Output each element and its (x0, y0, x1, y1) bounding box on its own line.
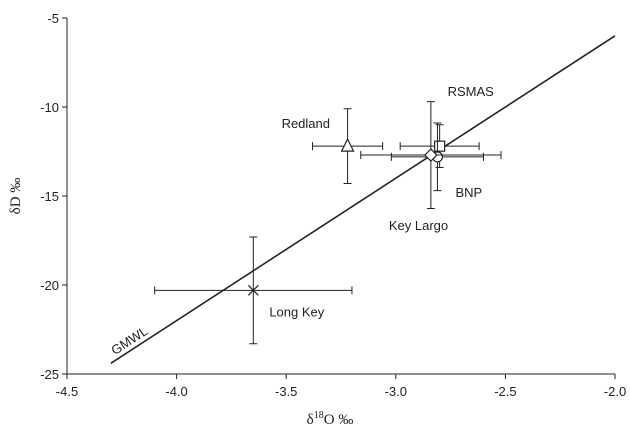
gmwl-line (110, 35, 616, 364)
y-tick-label: -10 (40, 100, 59, 115)
x-tick-label: -2.5 (494, 384, 516, 399)
y-tick-label: -20 (40, 278, 59, 293)
y-axis-title: δD ‰ (8, 178, 24, 215)
point-label: RSMAS (448, 84, 495, 99)
x-title-sup: 18 (314, 410, 324, 421)
y-tick-label: -5 (47, 11, 59, 26)
x-tick-label: -2.0 (604, 384, 626, 399)
y-tick-label: -25 (40, 367, 59, 382)
x-tick-label: -3.0 (385, 384, 407, 399)
point-label: BNP (455, 185, 482, 200)
point-label: Redland (282, 116, 330, 131)
point-label: Long Key (269, 304, 324, 319)
marker (247, 284, 259, 296)
y-tick-label: -15 (40, 189, 59, 204)
marker (424, 148, 438, 162)
x-tick-label: -4.5 (56, 384, 78, 399)
line-label: GMWL (108, 323, 150, 358)
x-title-suffix: O ‰ (324, 412, 354, 428)
marker (340, 137, 355, 152)
x-axis-title: δ18O ‰ (307, 410, 354, 428)
marker (434, 140, 446, 152)
point-label: Key Largo (389, 218, 448, 233)
x-tick-label: -4.0 (165, 384, 187, 399)
x-tick-label: -3.5 (275, 384, 297, 399)
x-title-prefix: δ (307, 412, 314, 428)
